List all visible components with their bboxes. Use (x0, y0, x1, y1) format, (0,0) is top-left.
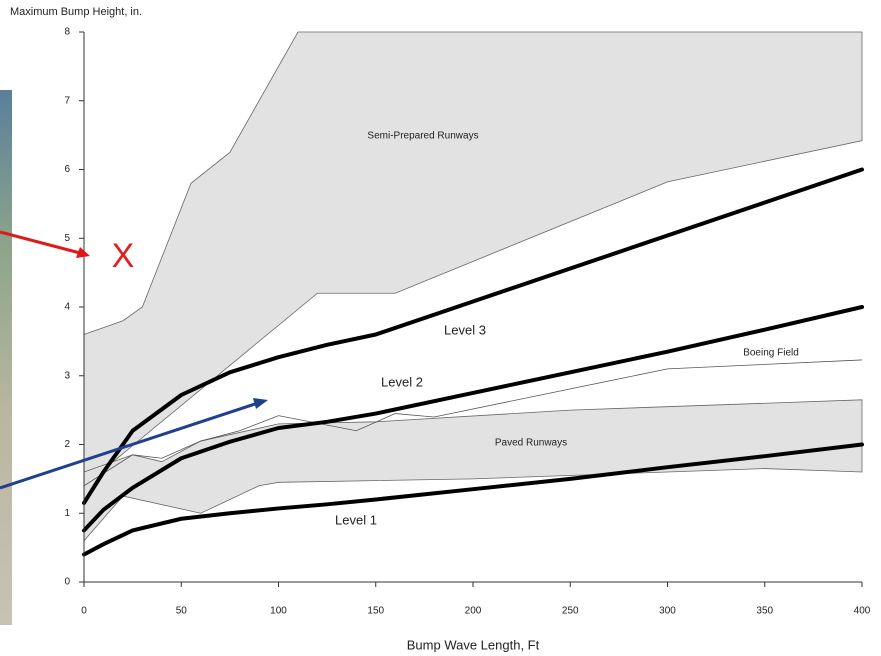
level-line (82, 442, 864, 557)
y-tick-label: 1 (64, 508, 70, 519)
x-tick-label: 350 (756, 606, 773, 617)
x-tick-label: 400 (854, 606, 871, 617)
series-label: Level 3 (444, 322, 486, 337)
x-tick-label: 300 (659, 606, 676, 617)
y-tick-label: 3 (64, 370, 70, 381)
series-label: Level 2 (381, 374, 423, 389)
chart-title: Maximum Bump Height, in. (10, 6, 142, 18)
plot-area: 0 1 2 3 4 5 6 7 8 0 50 100 150 200 250 300 350 400 Semi-Pr… (64, 27, 870, 617)
x-axis-label: Bump Wave Length, Ft (407, 637, 540, 652)
y-tick-label: 0 (64, 577, 70, 588)
red-arrow (0, 230, 81, 255)
x-tick-label: 250 (562, 606, 579, 617)
thin-line (83, 359, 863, 487)
x-tick-label: 0 (81, 606, 87, 617)
series-label: Level 1 (335, 512, 377, 527)
y-tick-label: 4 (64, 302, 70, 313)
red-arrow-head (76, 247, 90, 258)
x-tick-label: 150 (367, 606, 384, 617)
level-line (82, 305, 864, 533)
blue-arrow-head (253, 398, 268, 409)
x-tick-label: 200 (465, 606, 482, 617)
x-tick-label: 50 (176, 606, 188, 617)
region (83, 399, 863, 542)
photo-strip (0, 90, 12, 625)
y-tick-label: 6 (64, 164, 70, 175)
level-line (82, 167, 864, 505)
arrows (0, 230, 268, 490)
y-tick-label: 2 (64, 439, 70, 450)
y-tick-label: 7 (64, 95, 70, 106)
region (83, 31, 863, 487)
thin-line-label: Boeing Field (743, 348, 799, 359)
region-label: Paved Runways (495, 438, 567, 449)
y-tick-label: 5 (64, 233, 70, 244)
region-label: Semi-Prepared Runways (367, 131, 478, 142)
y-tick-label: 8 (64, 27, 70, 38)
x-tick-label: 100 (270, 606, 287, 617)
blue-arrow (0, 401, 259, 490)
annotation: X (112, 237, 135, 275)
